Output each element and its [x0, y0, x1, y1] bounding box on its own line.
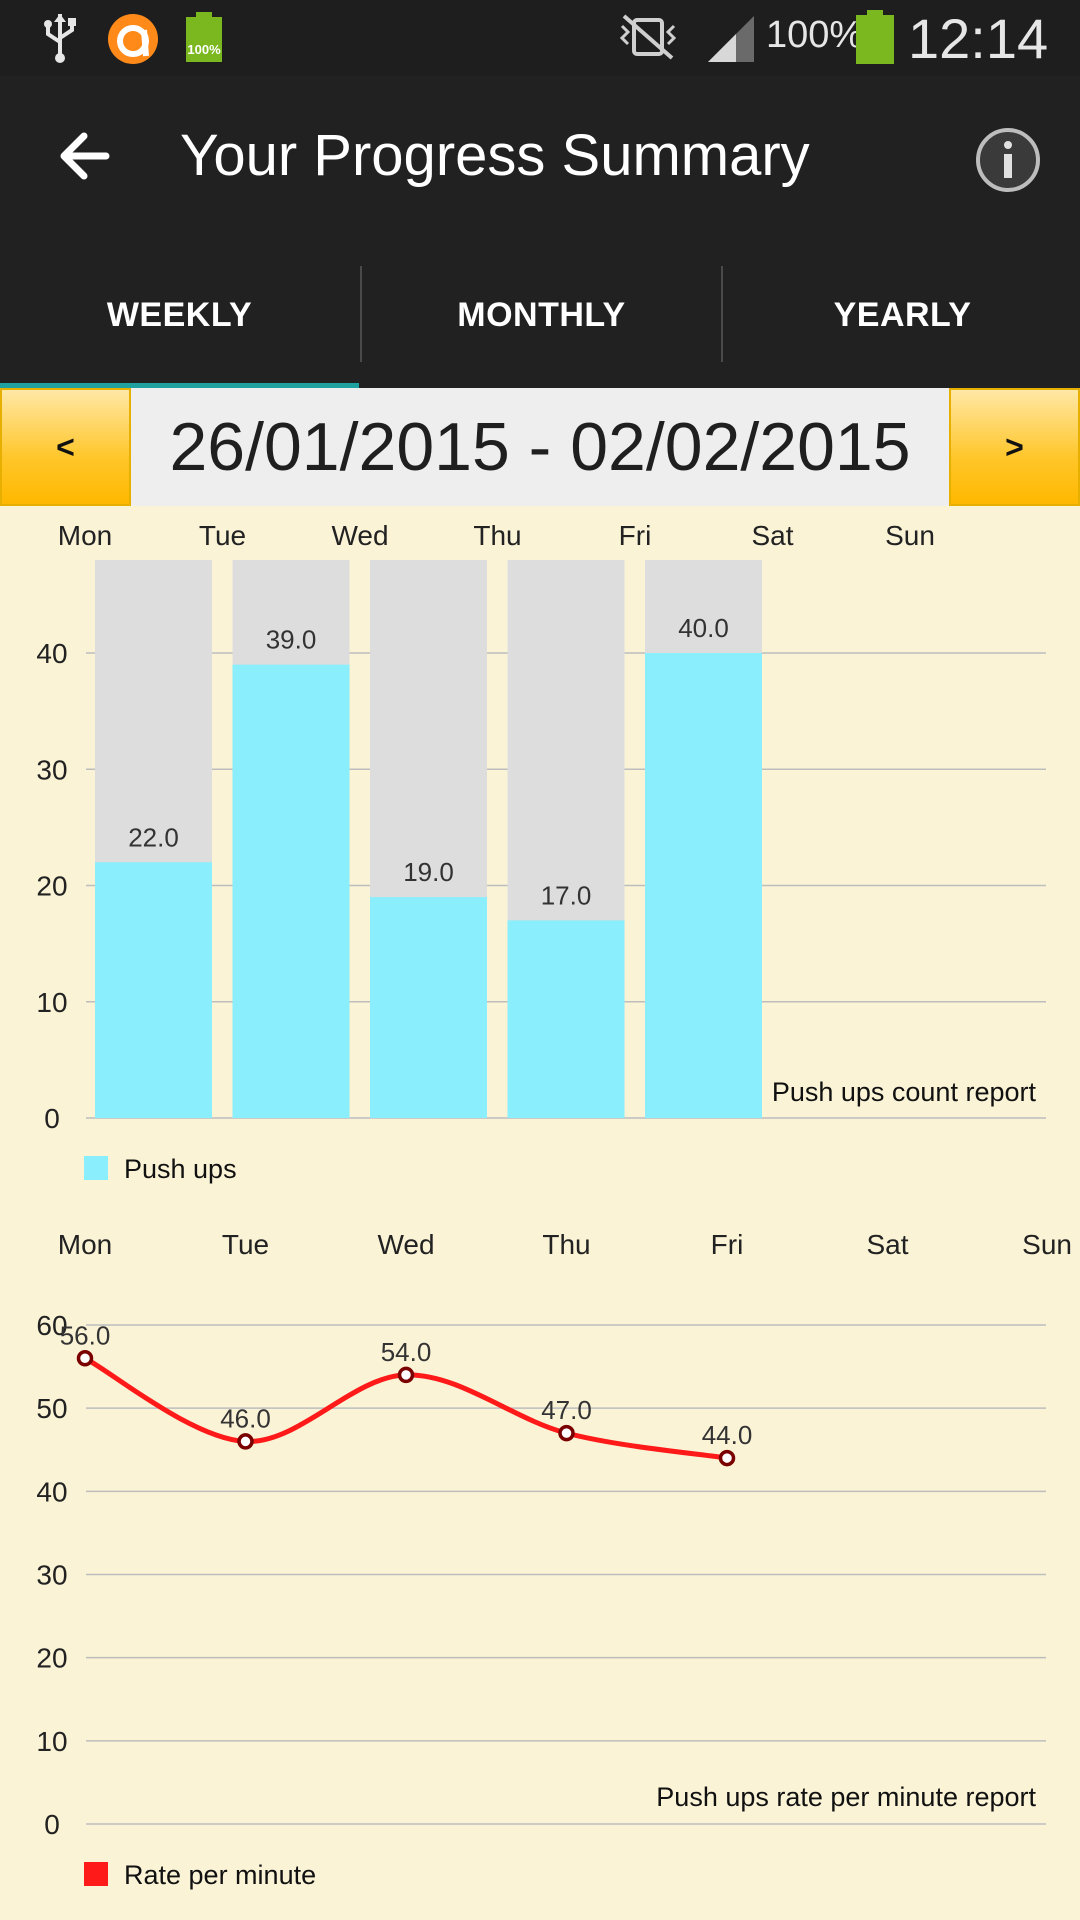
data-point: [397, 1366, 415, 1384]
y-tick-label: 30: [36, 754, 67, 785]
y-tick-label: 20: [36, 1643, 67, 1674]
x-tick-label: Sat: [866, 1229, 908, 1260]
chart-annotation: Push ups count report: [772, 1077, 1037, 1107]
tab-yearly[interactable]: YEARLY: [833, 295, 972, 334]
tab-monthly[interactable]: MONTHLY: [457, 295, 626, 334]
bar: [645, 653, 762, 1118]
x-tick-label: Wed: [377, 1229, 434, 1260]
info-icon[interactable]: [974, 126, 1042, 194]
x-tick-label: Sun: [885, 520, 935, 551]
tab-bar: WEEKLY MONTHLY YEARLY: [0, 242, 1080, 388]
usb-icon: [44, 14, 76, 63]
x-tick-label: Thu: [542, 1229, 590, 1260]
push-ups-rate-chart: 0 10 20 30 40 50 60 Mon Tue Wed Thu Fri Sat Sun 56.0 46…: [36, 1229, 1072, 1890]
data-label: 47.0: [541, 1395, 592, 1425]
data-point: [237, 1433, 254, 1450]
page-title: Your Progress Summary: [180, 123, 810, 188]
data-label: 19.0: [403, 857, 454, 887]
data-label: 46.0: [220, 1403, 271, 1433]
bar: [232, 664, 350, 1118]
vibrate-off-icon: [619, 14, 677, 60]
y-tick-label: 40: [36, 638, 67, 669]
data-label: 40.0: [678, 613, 729, 643]
bar: [507, 920, 625, 1118]
data-point: [558, 1424, 575, 1442]
y-tick-label: 0: [44, 1103, 60, 1134]
x-tick-label: Thu: [473, 520, 521, 551]
tab-divider: [721, 266, 723, 362]
next-week-button[interactable]: >: [949, 388, 1080, 506]
legend-label: Push ups: [124, 1154, 237, 1184]
x-tick-label: Tue: [222, 1229, 269, 1260]
x-tick-label: Sun: [1022, 1229, 1072, 1260]
data-label: 54.0: [381, 1337, 432, 1367]
tab-weekly[interactable]: WEEKLY: [106, 295, 253, 334]
signal-icon: [708, 16, 754, 62]
y-tick-label: 60: [36, 1310, 67, 1341]
battery-small-label: 100%: [187, 42, 221, 57]
x-tick-label: Mon: [58, 1229, 112, 1260]
arrow-left-icon[interactable]: [56, 128, 112, 184]
app-notification-icon: [108, 14, 158, 64]
x-tick-label: Fri: [619, 520, 652, 551]
selected-tab-indicator: [0, 383, 359, 388]
data-label: 44.0: [702, 1420, 753, 1450]
status-bar: 100% 100% 12:14: [0, 0, 1080, 76]
push-ups-count-chart: 0 10 20 30 40 Mon Tue Wed Thu Fri Sat Sun 22.0 39.0 19…: [36, 520, 1046, 1184]
date-range-label: 26/01/2015 - 02/02/2015: [169, 409, 911, 485]
y-tick-label: 40: [36, 1476, 67, 1507]
x-tick-label: Tue: [199, 520, 246, 551]
chart-annotation: Push ups rate per minute report: [656, 1782, 1036, 1812]
battery-charging-icon: 100%: [186, 12, 222, 62]
y-tick-label: 0: [44, 1809, 60, 1840]
data-label: 17.0: [541, 880, 592, 910]
y-tick-label: 30: [36, 1560, 67, 1591]
data-label: 56.0: [60, 1320, 111, 1350]
date-navigation: < 26/01/2015 - 02/02/2015 >: [0, 388, 1080, 506]
legend-swatch: [84, 1862, 108, 1886]
data-label: 22.0: [128, 822, 179, 852]
battery-icon: [856, 10, 894, 64]
previous-week-button[interactable]: <: [0, 388, 131, 506]
y-tick-label: 20: [36, 871, 67, 902]
tab-divider: [360, 266, 362, 362]
data-label: 39.0: [266, 625, 317, 655]
y-tick-label: 10: [36, 1726, 67, 1757]
x-tick-label: Sat: [751, 520, 793, 551]
x-tick-label: Fri: [711, 1229, 744, 1260]
x-tick-label: Mon: [58, 520, 112, 551]
battery-percent: 100%: [766, 14, 864, 56]
y-tick-label: 10: [36, 987, 67, 1018]
bar: [95, 862, 212, 1118]
legend-swatch: [84, 1156, 108, 1180]
data-point: [718, 1449, 736, 1467]
bar: [370, 897, 487, 1118]
app-bar: Your Progress Summary: [0, 76, 1080, 242]
legend-label: Rate per minute: [124, 1860, 316, 1890]
y-tick-label: 50: [36, 1393, 67, 1424]
clock: 12:14: [908, 7, 1049, 70]
x-tick-label: Wed: [331, 520, 388, 551]
data-point: [76, 1350, 94, 1367]
